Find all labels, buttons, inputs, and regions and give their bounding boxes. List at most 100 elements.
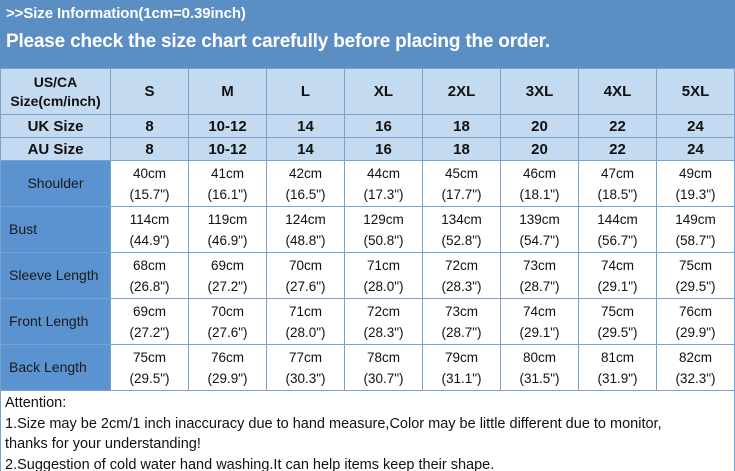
front-length-3xl-inch: (29.1") bbox=[519, 324, 560, 340]
column-header-2xl: 2XL bbox=[422, 68, 501, 115]
sleeve-length-m: 69cm (27.2") bbox=[188, 252, 267, 299]
back-length-2xl: 79cm (31.1") bbox=[422, 344, 501, 391]
sleeve-length-m-inch: (27.2") bbox=[207, 278, 248, 294]
sleeve-length-2xl: 72cm (28.3") bbox=[422, 252, 501, 299]
bust-2xl: 134cm (52.8") bbox=[422, 206, 501, 253]
sleeve-length-xl-cm: 71cm bbox=[366, 257, 400, 273]
column-header-m: M bbox=[188, 68, 267, 115]
front-length-xl-cm: 72cm bbox=[366, 303, 400, 319]
front-length-4xl-inch: (29.5") bbox=[597, 324, 638, 340]
sleeve-length-5xl: 75cm (29.5") bbox=[656, 252, 735, 299]
au-size-5xl: 24 bbox=[656, 137, 735, 161]
front-length-5xl-cm: 76cm bbox=[678, 303, 712, 319]
back-length-xl-inch: (30.7") bbox=[363, 370, 404, 386]
bust-2xl-inch: (52.8") bbox=[441, 232, 482, 248]
sleeve-length-l-inch: (27.6") bbox=[285, 278, 326, 294]
attention-title: Attention: bbox=[5, 395, 67, 411]
shoulder-3xl: 46cm (18.1") bbox=[500, 160, 579, 207]
sleeve-length-4xl-inch: (29.1") bbox=[597, 278, 638, 294]
sleeve-length-2xl-inch: (28.3") bbox=[441, 278, 482, 294]
back-length-l: 77cm (30.3") bbox=[266, 344, 345, 391]
shoulder-m: 41cm (16.1") bbox=[188, 160, 267, 207]
column-header-4xl: 4XL bbox=[578, 68, 657, 115]
sleeve-length-s-cm: 68cm bbox=[132, 257, 166, 273]
sleeve-length-3xl-inch: (28.7") bbox=[519, 278, 560, 294]
shoulder-5xl-inch: (19.3") bbox=[675, 186, 716, 202]
bust-s: 114cm (44.9") bbox=[110, 206, 189, 253]
shoulder-l-inch: (16.5") bbox=[285, 186, 326, 202]
back-length-s-inch: (29.5") bbox=[129, 370, 170, 386]
back-length-s-cm: 75cm bbox=[132, 349, 166, 365]
sleeve-length-m-cm: 69cm bbox=[210, 257, 244, 273]
uk-size-s: 8 bbox=[110, 114, 189, 138]
back-length-l-cm: 77cm bbox=[288, 349, 322, 365]
column-header-s: S bbox=[110, 68, 189, 115]
back-length-5xl-cm: 82cm bbox=[678, 349, 712, 365]
sleeve-length-l-cm: 70cm bbox=[288, 257, 322, 273]
uk-size-m: 10-12 bbox=[188, 114, 267, 138]
front-length-xl: 72cm (28.3") bbox=[344, 298, 423, 345]
back-length-4xl-cm: 81cm bbox=[600, 349, 634, 365]
corner-label-line2: Size(cm/inch) bbox=[10, 92, 101, 109]
back-length-xl-cm: 78cm bbox=[366, 349, 400, 365]
front-length-l-inch: (28.0") bbox=[285, 324, 326, 340]
uk-size-5xl: 24 bbox=[656, 114, 735, 138]
back-length-3xl-cm: 80cm bbox=[522, 349, 556, 365]
back-length-xl: 78cm (30.7") bbox=[344, 344, 423, 391]
row-label-sleeve-length: Sleeve Length bbox=[0, 252, 111, 299]
front-length-5xl-inch: (29.9") bbox=[675, 324, 716, 340]
front-length-3xl: 74cm (29.1") bbox=[500, 298, 579, 345]
front-length-xl-inch: (28.3") bbox=[363, 324, 404, 340]
row-label-shoulder: Shoulder bbox=[0, 160, 111, 207]
au-size-2xl: 18 bbox=[422, 137, 501, 161]
shoulder-5xl: 49cm (19.3") bbox=[656, 160, 735, 207]
back-length-m-cm: 76cm bbox=[210, 349, 244, 365]
sleeve-length-4xl: 74cm (29.1") bbox=[578, 252, 657, 299]
back-length-3xl: 80cm (31.5") bbox=[500, 344, 579, 391]
shoulder-2xl-cm: 45cm bbox=[444, 165, 478, 181]
front-length-2xl-inch: (28.7") bbox=[441, 324, 482, 340]
uk-size-4xl: 22 bbox=[578, 114, 657, 138]
au-size-xl: 16 bbox=[344, 137, 423, 161]
front-length-4xl: 75cm (29.5") bbox=[578, 298, 657, 345]
shoulder-m-cm: 41cm bbox=[210, 165, 244, 181]
banner-instruction-text: Please check the size chart carefully be… bbox=[6, 31, 550, 52]
table-corner-label: US/CA Size(cm/inch) bbox=[0, 68, 111, 115]
shoulder-l: 42cm (16.5") bbox=[266, 160, 345, 207]
bust-xl-cm: 129cm bbox=[363, 211, 404, 227]
bust-5xl-cm: 149cm bbox=[675, 211, 716, 227]
banner-size-information-text: >>Size Information(1cm=0.39inch) bbox=[6, 5, 246, 22]
front-length-m: 70cm (27.6") bbox=[188, 298, 267, 345]
row-label-back-length: Back Length bbox=[0, 344, 111, 391]
shoulder-s-cm: 40cm bbox=[132, 165, 166, 181]
shoulder-l-cm: 42cm bbox=[288, 165, 322, 181]
table-header-row-sizes: US/CA Size(cm/inch) S M L XL 2XL 3XL 4XL… bbox=[0, 68, 735, 115]
back-length-2xl-cm: 79cm bbox=[444, 349, 478, 365]
bust-3xl: 139cm (54.7") bbox=[500, 206, 579, 253]
bust-4xl-inch: (56.7") bbox=[597, 232, 638, 248]
front-length-5xl: 76cm (29.9") bbox=[656, 298, 735, 345]
au-size-3xl: 20 bbox=[500, 137, 579, 161]
au-size-m: 10-12 bbox=[188, 137, 267, 161]
sleeve-length-l: 70cm (27.6") bbox=[266, 252, 345, 299]
front-length-l: 71cm (28.0") bbox=[266, 298, 345, 345]
shoulder-3xl-cm: 46cm bbox=[522, 165, 556, 181]
bust-3xl-inch: (54.7") bbox=[519, 232, 560, 248]
bust-s-cm: 114cm bbox=[129, 211, 170, 227]
back-length-3xl-inch: (31.5") bbox=[519, 370, 560, 386]
back-length-l-inch: (30.3") bbox=[285, 370, 326, 386]
front-length-s-cm: 69cm bbox=[132, 303, 166, 319]
sleeve-length-3xl: 73cm (28.7") bbox=[500, 252, 579, 299]
shoulder-xl-cm: 44cm bbox=[366, 165, 400, 181]
front-length-l-cm: 71cm bbox=[288, 303, 322, 319]
back-length-m: 76cm (29.9") bbox=[188, 344, 267, 391]
row-label-front-length: Front Length bbox=[0, 298, 111, 345]
bust-2xl-cm: 134cm bbox=[441, 211, 482, 227]
au-size-l: 14 bbox=[266, 137, 345, 161]
table-row-back-length: Back Length 75cm (29.5") 76cm (29.9") 77cm… bbox=[0, 344, 735, 391]
au-size-s: 8 bbox=[110, 137, 189, 161]
corner-label-line1: US/CA bbox=[33, 73, 78, 90]
uk-size-l: 14 bbox=[266, 114, 345, 138]
back-length-2xl-inch: (31.1") bbox=[441, 370, 482, 386]
